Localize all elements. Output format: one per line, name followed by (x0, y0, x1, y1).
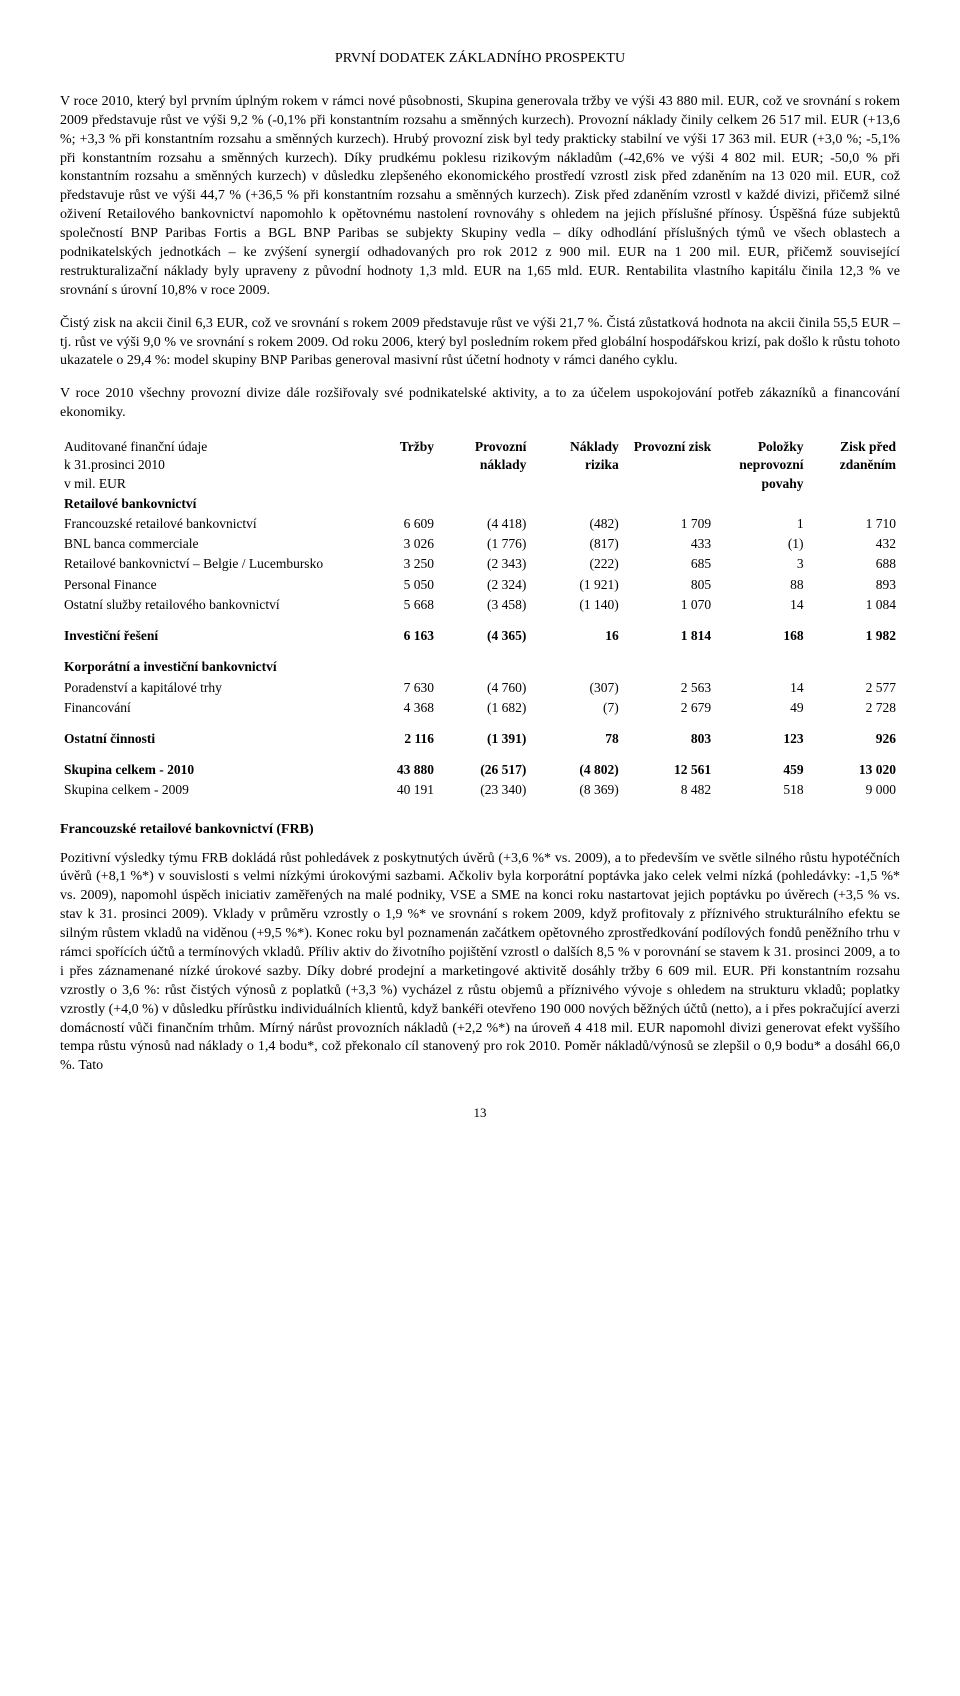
col-provozni-zisk: Provozní zisk (623, 437, 715, 494)
row-value: 1 (715, 514, 807, 534)
row-value: 13 020 (808, 749, 900, 780)
table-head-label-3: v mil. EUR (64, 476, 126, 491)
row-value: 168 (715, 615, 807, 646)
paragraph-eps: Čistý zisk na akcii činil 6,3 EUR, což v… (60, 315, 900, 372)
row-value: 2 679 (623, 698, 715, 718)
row-value: 1 084 (808, 595, 900, 615)
row-value: (482) (530, 514, 622, 534)
row-value: (222) (530, 554, 622, 574)
row-value: 9 000 (808, 780, 900, 800)
row-value: 7 630 (346, 678, 438, 698)
table-head-label-1: Auditované finanční údaje (64, 439, 207, 454)
col-naklady-rizika: Náklady rizika (530, 437, 622, 494)
row-value: (7) (530, 698, 622, 718)
row-value: 5 668 (346, 595, 438, 615)
row-value: 14 (715, 678, 807, 698)
row-label: Ostatní činnosti (60, 718, 346, 749)
row-label: Skupina celkem - 2010 (60, 749, 346, 780)
row-value: 1 982 (808, 615, 900, 646)
row-value: (1 776) (438, 534, 530, 554)
row-label: Personal Finance (60, 575, 346, 595)
row-value: (4 802) (530, 749, 622, 780)
financials-table: Auditované finanční údaje k 31.prosinci … (60, 437, 900, 801)
row-value: (23 340) (438, 780, 530, 800)
row-value: (1) (715, 534, 807, 554)
row-value: (3 458) (438, 595, 530, 615)
row-value: 49 (715, 698, 807, 718)
row-value: 8 482 (623, 780, 715, 800)
row-label: Skupina celkem - 2009 (60, 780, 346, 800)
row-value: 16 (530, 615, 622, 646)
col-polozky: Položky neprovozní povahy (715, 437, 807, 494)
row-value: (307) (530, 678, 622, 698)
row-value: 2 563 (623, 678, 715, 698)
row-value: 2 728 (808, 698, 900, 718)
row-value: 893 (808, 575, 900, 595)
row-value: (1 682) (438, 698, 530, 718)
row-value: 78 (530, 718, 622, 749)
row-label: Francouzské retailové bankovnictví (60, 514, 346, 534)
row-value: (4 418) (438, 514, 530, 534)
row-value: 6 609 (346, 514, 438, 534)
frb-subheading: Francouzské retailové bankovnictví (FRB) (60, 821, 900, 840)
row-value: (1 391) (438, 718, 530, 749)
row-value: (1 921) (530, 575, 622, 595)
row-label: Korporátní a investiční bankovnictví (60, 646, 900, 677)
row-value: 12 561 (623, 749, 715, 780)
row-value: 43 880 (346, 749, 438, 780)
row-value: (2 343) (438, 554, 530, 574)
row-label: Financování (60, 698, 346, 718)
row-value: 2 577 (808, 678, 900, 698)
col-provozni-naklady: Provozní náklady (438, 437, 530, 494)
row-label: Poradenství a kapitálové trhy (60, 678, 346, 698)
row-value: 685 (623, 554, 715, 574)
col-zisk-pred: Zisk před zdaněním (808, 437, 900, 494)
row-value: 433 (623, 534, 715, 554)
row-label: Ostatní služby retailového bankovnictví (60, 595, 346, 615)
row-value: 3 026 (346, 534, 438, 554)
paragraph-divisions: V roce 2010 všechny provozní divize dále… (60, 385, 900, 423)
row-value: 1 709 (623, 514, 715, 534)
row-value: (817) (530, 534, 622, 554)
row-value: (8 369) (530, 780, 622, 800)
page-header: PRVNÍ DODATEK ZÁKLADNÍHO PROSPEKTU (60, 50, 900, 69)
row-value: (4 365) (438, 615, 530, 646)
row-value: 123 (715, 718, 807, 749)
row-value: 14 (715, 595, 807, 615)
row-value: 688 (808, 554, 900, 574)
row-value: 88 (715, 575, 807, 595)
row-value: 40 191 (346, 780, 438, 800)
row-label: Retailové bankovnictví (60, 494, 900, 514)
row-value: 926 (808, 718, 900, 749)
table-head-label-2: k 31.prosinci 2010 (64, 457, 165, 472)
paragraph-frb: Pozitivní výsledky týmu FRB dokládá růst… (60, 850, 900, 1077)
row-value: 3 (715, 554, 807, 574)
row-value: 803 (623, 718, 715, 749)
row-value: 805 (623, 575, 715, 595)
row-value: 1 070 (623, 595, 715, 615)
row-value: 4 368 (346, 698, 438, 718)
row-value: (1 140) (530, 595, 622, 615)
row-label: BNL banca commerciale (60, 534, 346, 554)
row-label: Retailové bankovnictví – Belgie / Lucemb… (60, 554, 346, 574)
row-value: 1 710 (808, 514, 900, 534)
row-value: 3 250 (346, 554, 438, 574)
row-value: 6 163 (346, 615, 438, 646)
row-value: (26 517) (438, 749, 530, 780)
paragraph-2010-overview: V roce 2010, který byl prvním úplným rok… (60, 93, 900, 301)
row-value: 518 (715, 780, 807, 800)
row-label: Investiční řešení (60, 615, 346, 646)
row-value: 459 (715, 749, 807, 780)
row-value: 2 116 (346, 718, 438, 749)
row-value: 432 (808, 534, 900, 554)
page-number: 13 (60, 1104, 900, 1122)
row-value: (4 760) (438, 678, 530, 698)
row-value: 1 814 (623, 615, 715, 646)
row-value: 5 050 (346, 575, 438, 595)
row-value: (2 324) (438, 575, 530, 595)
col-trzby: Tržby (346, 437, 438, 494)
